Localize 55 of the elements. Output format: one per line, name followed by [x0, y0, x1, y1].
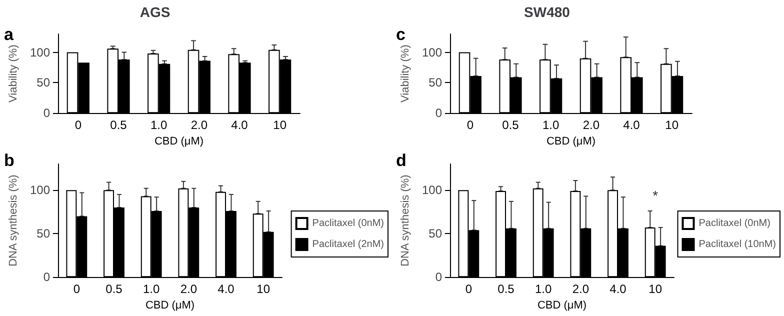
- x-tick-label: 0.5: [106, 282, 123, 296]
- x-tick-label: 0: [466, 118, 474, 132]
- y-axis-title: Viability (%): [8, 44, 20, 102]
- x-tick-label: 0: [465, 282, 472, 296]
- text: d: [396, 151, 406, 170]
- y-tick-label: 0: [435, 270, 442, 284]
- y-tick-label: 0: [43, 106, 50, 120]
- x-tick-label: 1.0: [142, 282, 160, 296]
- x-tick-label: 2.0: [190, 118, 208, 132]
- x-axis-title: CBD (μM): [154, 136, 204, 148]
- x-tick-label: 1.0: [542, 118, 560, 132]
- x-tick-label: 10: [648, 282, 662, 296]
- x-axis-title: CBD (μM): [145, 300, 195, 312]
- x-tick-label: 2.0: [572, 282, 590, 296]
- text: c: [396, 25, 406, 44]
- x-tick-label: 2.0: [180, 282, 198, 296]
- y-axis-title: DNA synthesis (%): [400, 174, 412, 266]
- annotation: *: [652, 188, 659, 204]
- y-tick-label: 0: [435, 106, 442, 120]
- x-tick-label: 0.5: [498, 282, 515, 296]
- chart-title: SW480: [524, 4, 570, 20]
- x-tick-label: 0: [74, 118, 82, 132]
- x-tick-label: 1.0: [150, 118, 168, 132]
- legend-label: Paclitaxel (2nM): [312, 239, 384, 250]
- x-tick-label: 4.0: [231, 118, 248, 132]
- x-tick-label: 4.0: [623, 118, 640, 132]
- y-axis-title: Viability (%): [400, 44, 412, 102]
- y-tick-label: 0: [43, 270, 50, 284]
- y-axis-title: DNA synthesis (%): [8, 174, 20, 266]
- x-tick-label: 4.0: [218, 282, 235, 296]
- x-tick-label: 2.0: [582, 118, 600, 132]
- x-tick-label: 0: [73, 282, 80, 296]
- y-tick-label: 50: [428, 226, 442, 241]
- chart-title: AGS: [140, 4, 170, 20]
- x-tick-label: 0.5: [502, 118, 520, 132]
- x-tick-label: 1.0: [534, 282, 552, 296]
- x-tick-label: 4.0: [610, 282, 627, 296]
- y-tick-label: 50: [428, 76, 442, 90]
- legend-label: Paclitaxel (0nM): [312, 218, 384, 229]
- x-axis-title: CBD (μM): [546, 136, 596, 148]
- y-tick-label: 100: [422, 183, 442, 198]
- x-tick-label: 0.5: [110, 118, 128, 132]
- x-tick-label: 10: [273, 118, 287, 132]
- y-tick-label: 50: [36, 226, 50, 241]
- x-tick-label: 10: [665, 118, 679, 132]
- y-tick-label: 100: [30, 183, 50, 198]
- text: a: [4, 25, 14, 44]
- y-tick-label: 50: [36, 76, 50, 90]
- text: b: [4, 151, 14, 170]
- x-axis-title: CBD (μM): [537, 300, 587, 312]
- x-tick-label: 10: [256, 282, 270, 296]
- y-tick-label: 100: [30, 45, 50, 60]
- y-tick-label: 100: [422, 45, 442, 60]
- legend-label: Paclitaxel (0nM): [698, 218, 770, 229]
- legend-label: Paclitaxel (10nM): [698, 239, 776, 250]
